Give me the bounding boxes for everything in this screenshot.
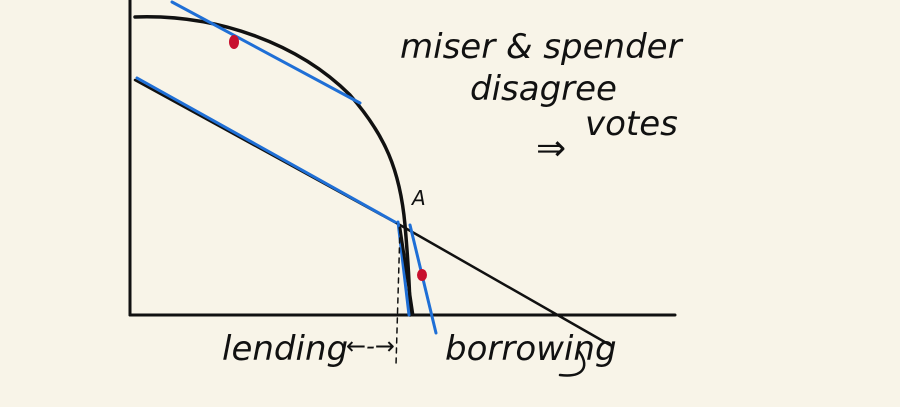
dashed-guide: [395, 227, 401, 366]
double-arrow-icon: ←-→: [346, 332, 395, 360]
budget-line-highlight: [135, 76, 397, 224]
upper-tangency-point: [229, 35, 239, 49]
lower-tangency-point: [417, 269, 427, 281]
annotation-miser-spender: miser & spender: [400, 27, 684, 67]
annotation-votes: votes: [585, 104, 678, 144]
annotation-disagree: disagree: [470, 69, 617, 109]
label-borrowing: borrowing: [445, 329, 617, 369]
budget-line: [133, 78, 612, 347]
label-lending: lending: [222, 329, 348, 369]
upper-tangent-highlight: [170, 0, 362, 105]
frontier-curve: [133, 15, 412, 317]
implies-arrow-icon: ⇒: [536, 128, 566, 169]
point-label-a: A: [410, 186, 426, 210]
steep-segment: [398, 226, 415, 317]
borrowing-hook: [558, 348, 586, 377]
